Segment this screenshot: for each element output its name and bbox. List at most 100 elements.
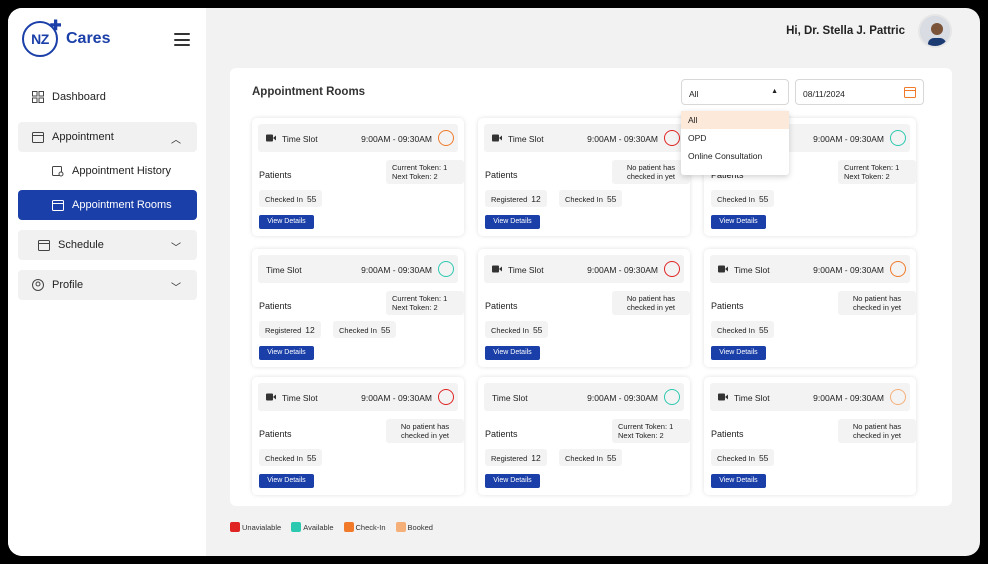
user-avatar-icon	[920, 16, 950, 46]
chevron-down-icon[interactable]: ﹀	[171, 243, 181, 254]
time-slot-bar: Time Slot 9:00AM - 09:30AM	[710, 383, 910, 411]
calendar-icon[interactable]	[904, 86, 916, 98]
room-card: Time Slot 9:00AM - 09:30AM Patients Current…	[252, 249, 464, 367]
patients-label: Patients	[485, 301, 518, 311]
sidebar-item-appointment-rooms[interactable]: Appointment Rooms	[18, 190, 197, 220]
no-patient-line-2: checked in yet	[627, 172, 675, 181]
video-camera-icon	[492, 134, 502, 142]
time-slot-value: 9:00AM - 09:30AM	[587, 393, 658, 403]
no-patient-line-1: No patient has	[626, 163, 676, 172]
room-card: Time Slot 9:00AM - 09:30AM Patients Current…	[252, 118, 464, 236]
view-details-button[interactable]: View Details	[259, 346, 314, 360]
calendar-icon	[52, 200, 64, 211]
time-slot-value: 9:00AM - 09:30AM	[361, 393, 432, 403]
view-details-button[interactable]: View Details	[259, 474, 314, 488]
patients-label: Patients	[711, 301, 744, 311]
chevron-down-icon[interactable]: ﹀	[171, 283, 181, 294]
patients-label: Patients	[259, 170, 292, 180]
checked-in-count: 55	[758, 453, 769, 463]
sidebar-item-dashboard[interactable]: Dashboard	[18, 82, 197, 112]
room-card: Time Slot 9:00AM - 09:30AM Patients No pati…	[252, 377, 464, 495]
registered-chip: Registered 12	[485, 449, 547, 466]
dropdown-option-online-consultation[interactable]: Online Consultation	[688, 151, 763, 161]
main-content: Hi, Dr. Stella J. Pattric Appointment Ro…	[206, 8, 980, 556]
calendar-icon	[38, 240, 50, 251]
checked-in-count: 55	[758, 325, 769, 335]
view-details-button[interactable]: View Details	[485, 346, 540, 360]
user-circle-icon	[32, 279, 44, 291]
sidebar-item-label: Schedule	[58, 239, 104, 251]
no-patient-notice: No patient has checked in yet	[612, 160, 690, 184]
status-ring-icon	[890, 130, 906, 146]
checked-in-chip: Checked In 55	[711, 321, 775, 338]
time-slot-bar: Time Slot 9:00AM - 09:30AM	[258, 383, 458, 411]
menu-toggle-icon[interactable]	[174, 33, 190, 46]
sidebar-item-schedule[interactable]: Schedule ﹀	[18, 230, 197, 260]
no-patient-line-1: No patient has	[400, 422, 450, 431]
legend-swatch	[230, 522, 240, 532]
calendar-search-icon	[52, 166, 64, 177]
checked-in-count: 55	[380, 325, 391, 335]
checked-in-count: 55	[758, 194, 769, 204]
checked-in-count: 55	[606, 453, 617, 463]
time-slot-label: Time Slot	[282, 393, 318, 403]
checked-in-chip: Checked In 55	[711, 190, 775, 207]
legend-label: Available	[303, 522, 334, 532]
select-value: All	[689, 89, 699, 99]
registered-label: Registered	[265, 326, 302, 335]
legend-label: Check-In	[355, 522, 386, 532]
status-ring-icon	[438, 130, 454, 146]
legend-item: Available	[291, 522, 334, 532]
token-info: Current Token: 1 Next Token: 2	[386, 160, 464, 184]
room-type-select[interactable]: All ▲	[681, 79, 789, 105]
time-slot-value: 9:00AM - 09:30AM	[587, 134, 658, 144]
patients-label: Patients	[259, 301, 292, 311]
checked-in-chip: Checked In 55	[333, 321, 397, 338]
time-slot-label: Time Slot	[734, 265, 770, 275]
avatar[interactable]	[918, 14, 952, 48]
patients-label: Patients	[259, 429, 292, 439]
video-camera-icon	[492, 265, 502, 273]
room-card: Time Slot 9:00AM - 09:30AM Patients No pati…	[478, 249, 690, 367]
checked-in-label: Checked In	[717, 326, 755, 335]
brand-logo[interactable]: NZ ✚ Cares	[22, 17, 110, 57]
no-patient-line-2: checked in yet	[853, 431, 901, 440]
video-camera-icon	[266, 134, 276, 142]
page-title: Appointment Rooms	[252, 86, 366, 98]
status-ring-icon	[664, 130, 680, 146]
current-token: Current Token: 1	[392, 163, 448, 172]
dropdown-option-all[interactable]: All	[681, 111, 789, 129]
date-input[interactable]: 08/11/2024	[795, 79, 924, 105]
view-details-button[interactable]: View Details	[711, 346, 766, 360]
view-details-button[interactable]: View Details	[711, 474, 766, 488]
legend-label: Unavialable	[242, 522, 282, 532]
sidebar-item-appointment[interactable]: Appointment ︿	[18, 122, 197, 152]
status-ring-icon	[890, 261, 906, 277]
time-slot-bar: Time Slot 9:00AM - 09:30AM	[484, 255, 684, 283]
time-slot-value: 9:00AM - 09:30AM	[813, 265, 884, 275]
plus-icon: ✚	[49, 17, 62, 33]
checked-in-chip: Checked In 55	[559, 449, 623, 466]
no-patient-notice: No patient has checked in yet	[612, 291, 690, 315]
legend-item: Check-In	[343, 522, 386, 532]
checked-in-label: Checked In	[717, 454, 755, 463]
time-slot-value: 9:00AM - 09:30AM	[361, 134, 432, 144]
sidebar: NZ ✚ Cares Dashboard Appointment ︿ Appoi…	[8, 8, 206, 556]
sidebar-item-appointment-history[interactable]: Appointment History	[18, 156, 197, 186]
view-details-button[interactable]: View Details	[485, 474, 540, 488]
view-details-button[interactable]: View Details	[711, 215, 766, 229]
legend-swatch	[343, 522, 354, 532]
app-frame: NZ ✚ Cares Dashboard Appointment ︿ Appoi…	[8, 8, 980, 556]
no-patient-notice: No patient has checked in yet	[386, 419, 464, 443]
chevron-up-icon[interactable]: ︿	[171, 135, 181, 146]
registered-count: 12	[531, 453, 541, 463]
dropdown-option-opd[interactable]: OPD	[688, 133, 707, 143]
time-slot-value: 9:00AM - 09:30AM	[813, 134, 884, 144]
next-token: Next Token: 2	[392, 303, 438, 312]
sidebar-item-label: Appointment History	[72, 165, 172, 177]
appointment-rooms-panel: Appointment Rooms All ▲ 08/11/2024 All O…	[230, 68, 952, 506]
checked-in-label: Checked In	[339, 326, 377, 335]
view-details-button[interactable]: View Details	[259, 215, 314, 229]
view-details-button[interactable]: View Details	[485, 215, 540, 229]
sidebar-item-profile[interactable]: Profile ﹀	[18, 270, 197, 300]
